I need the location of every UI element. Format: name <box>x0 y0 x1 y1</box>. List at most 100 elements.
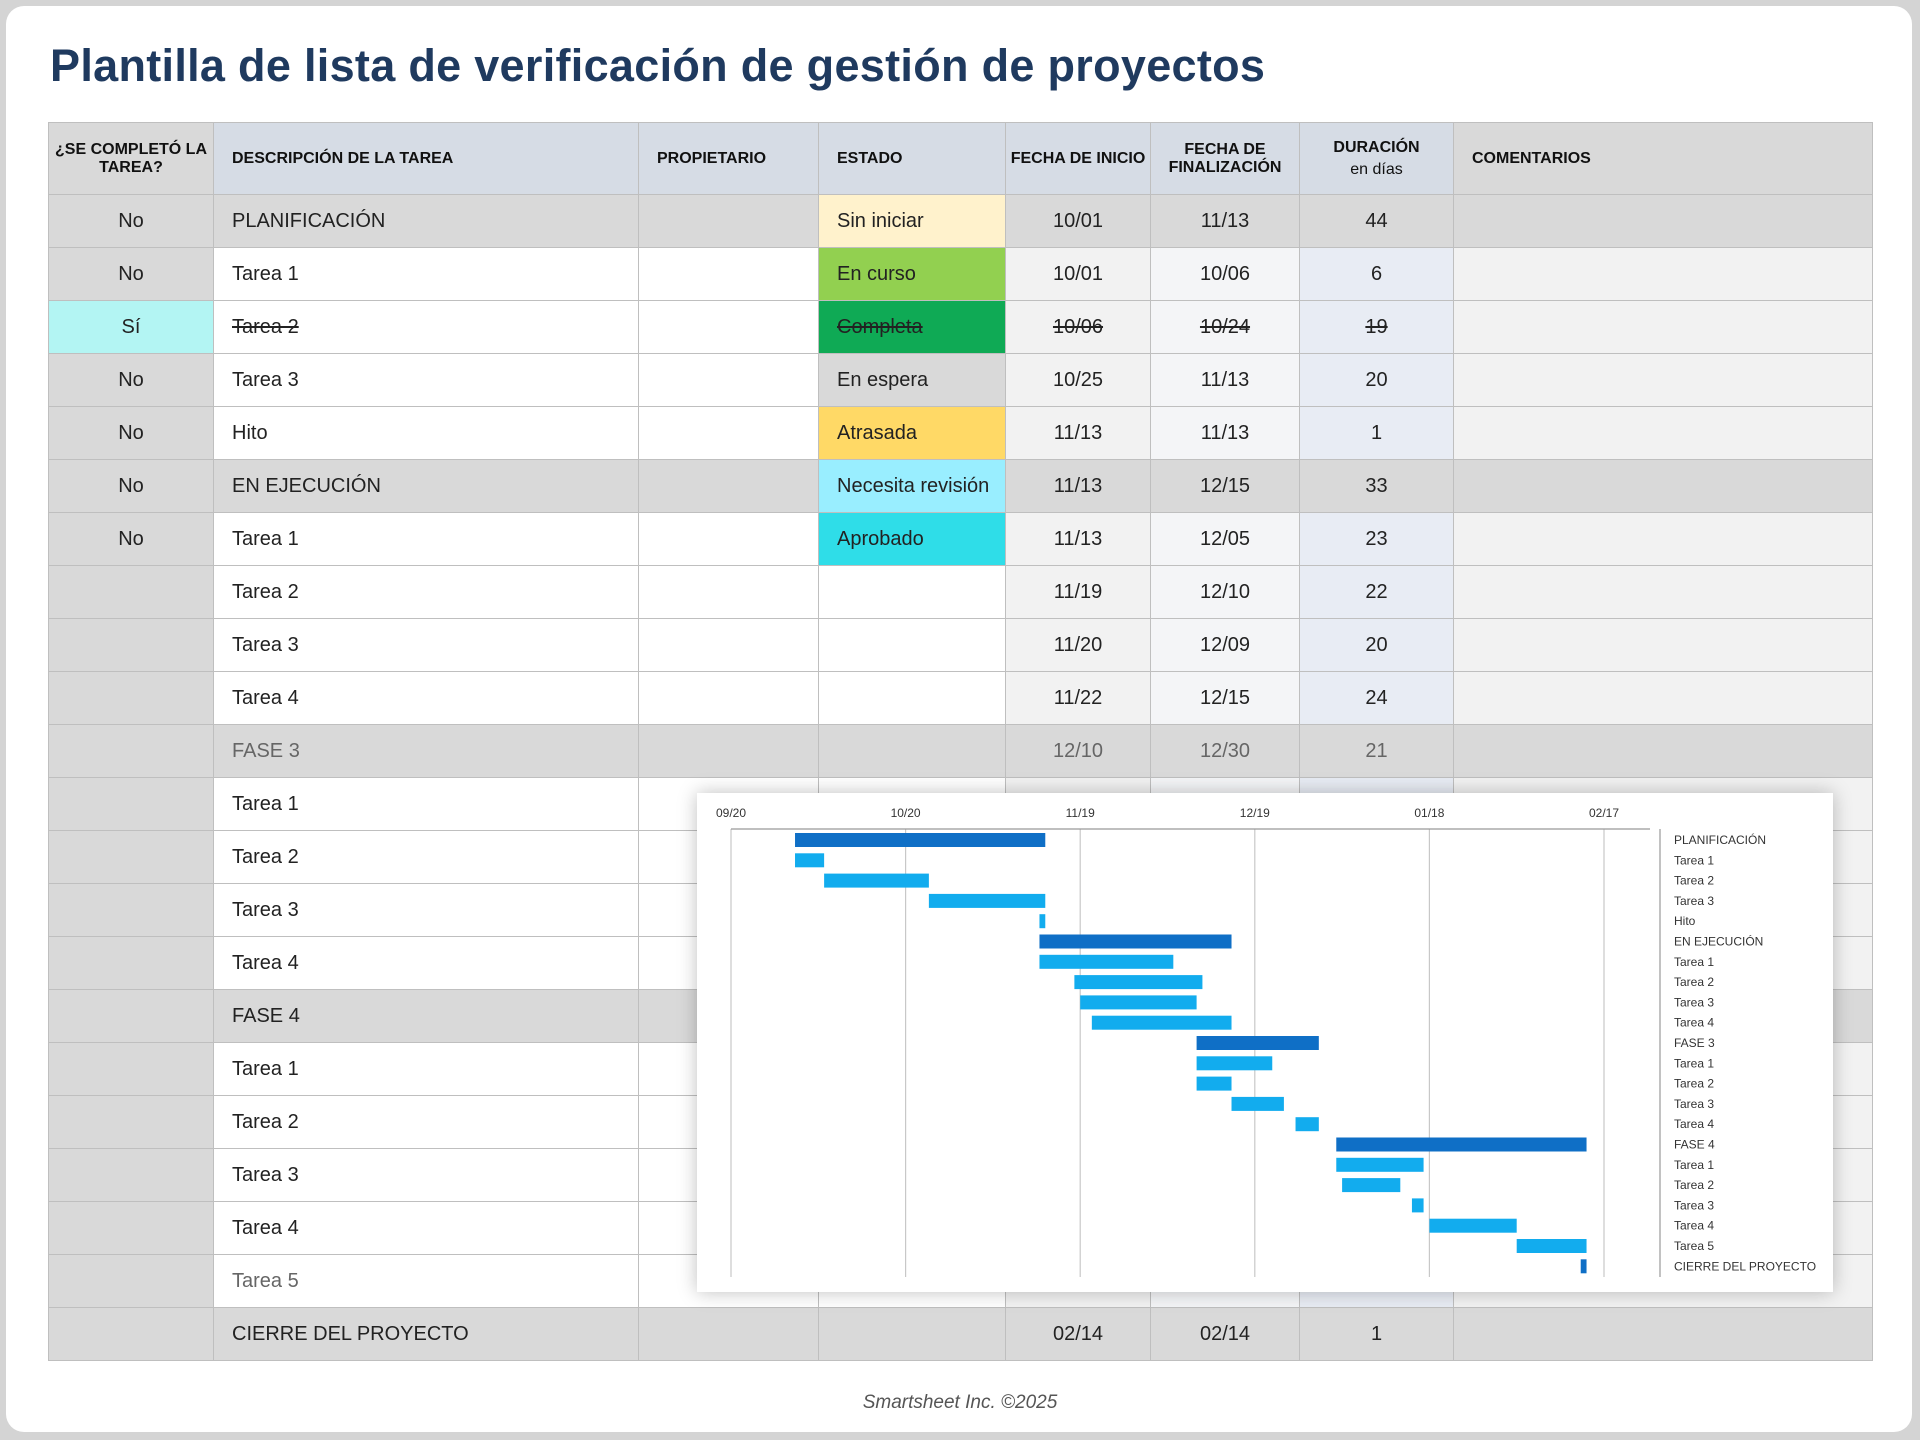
status-cell[interactable] <box>818 724 1006 778</box>
description-cell[interactable]: Tarea 2 <box>213 565 639 619</box>
owner-cell[interactable] <box>638 300 819 354</box>
start-date-cell[interactable]: 10/01 <box>1005 194 1151 248</box>
end-date-cell[interactable]: 10/06 <box>1150 247 1300 301</box>
description-cell[interactable]: Tarea 4 <box>213 671 639 725</box>
completed-cell[interactable] <box>48 777 214 831</box>
owner-cell[interactable] <box>638 618 819 672</box>
end-date-cell[interactable]: 12/15 <box>1150 671 1300 725</box>
completed-cell[interactable]: Sí <box>48 300 214 354</box>
completed-cell[interactable] <box>48 830 214 884</box>
duration-cell[interactable]: 44 <box>1299 194 1454 248</box>
description-cell[interactable]: Tarea 3 <box>213 883 639 937</box>
status-cell[interactable]: Completa <box>818 300 1006 354</box>
description-cell[interactable]: Tarea 2 <box>213 300 639 354</box>
comments-cell[interactable] <box>1453 300 1873 354</box>
duration-cell[interactable]: 33 <box>1299 459 1454 513</box>
status-cell[interactable]: En espera <box>818 353 1006 407</box>
end-date-cell[interactable]: 10/24 <box>1150 300 1300 354</box>
start-date-cell[interactable]: 11/20 <box>1005 618 1151 672</box>
end-date-cell[interactable]: 11/13 <box>1150 406 1300 460</box>
description-cell[interactable]: Tarea 1 <box>213 777 639 831</box>
status-cell[interactable] <box>818 565 1006 619</box>
completed-cell[interactable] <box>48 618 214 672</box>
status-cell[interactable] <box>818 618 1006 672</box>
completed-cell[interactable] <box>48 1254 214 1308</box>
comments-cell[interactable] <box>1453 671 1873 725</box>
description-cell[interactable]: Tarea 2 <box>213 1095 639 1149</box>
completed-cell[interactable] <box>48 1201 214 1255</box>
end-date-cell[interactable]: 11/13 <box>1150 353 1300 407</box>
duration-cell[interactable]: 19 <box>1299 300 1454 354</box>
end-date-cell[interactable]: 12/09 <box>1150 618 1300 672</box>
comments-cell[interactable] <box>1453 618 1873 672</box>
completed-cell[interactable] <box>48 1095 214 1149</box>
description-cell[interactable]: Tarea 1 <box>213 1042 639 1096</box>
start-date-cell[interactable]: 02/14 <box>1005 1307 1151 1361</box>
end-date-cell[interactable]: 12/30 <box>1150 724 1300 778</box>
owner-cell[interactable] <box>638 247 819 301</box>
description-cell[interactable]: Tarea 1 <box>213 512 639 566</box>
duration-cell[interactable]: 20 <box>1299 353 1454 407</box>
status-cell[interactable]: Sin iniciar <box>818 194 1006 248</box>
completed-cell[interactable] <box>48 1042 214 1096</box>
completed-cell[interactable]: No <box>48 353 214 407</box>
owner-cell[interactable] <box>638 406 819 460</box>
description-cell[interactable]: Tarea 3 <box>213 1148 639 1202</box>
status-cell[interactable] <box>818 671 1006 725</box>
owner-cell[interactable] <box>638 353 819 407</box>
duration-cell[interactable]: 20 <box>1299 618 1454 672</box>
description-cell[interactable]: Hito <box>213 406 639 460</box>
completed-cell[interactable]: No <box>48 194 214 248</box>
end-date-cell[interactable]: 12/15 <box>1150 459 1300 513</box>
duration-cell[interactable]: 22 <box>1299 565 1454 619</box>
start-date-cell[interactable]: 11/13 <box>1005 512 1151 566</box>
status-cell[interactable]: Aprobado <box>818 512 1006 566</box>
start-date-cell[interactable]: 10/01 <box>1005 247 1151 301</box>
duration-cell[interactable]: 1 <box>1299 406 1454 460</box>
end-date-cell[interactable]: 12/10 <box>1150 565 1300 619</box>
description-cell[interactable]: Tarea 2 <box>213 830 639 884</box>
comments-cell[interactable] <box>1453 724 1873 778</box>
completed-cell[interactable]: No <box>48 406 214 460</box>
completed-cell[interactable] <box>48 1307 214 1361</box>
description-cell[interactable]: PLANIFICACIÓN <box>213 194 639 248</box>
comments-cell[interactable] <box>1453 1307 1873 1361</box>
start-date-cell[interactable]: 11/13 <box>1005 459 1151 513</box>
owner-cell[interactable] <box>638 565 819 619</box>
comments-cell[interactable] <box>1453 512 1873 566</box>
comments-cell[interactable] <box>1453 353 1873 407</box>
end-date-cell[interactable]: 12/05 <box>1150 512 1300 566</box>
status-cell[interactable]: Atrasada <box>818 406 1006 460</box>
description-cell[interactable]: Tarea 4 <box>213 936 639 990</box>
description-cell[interactable]: CIERRE DEL PROYECTO <box>213 1307 639 1361</box>
duration-cell[interactable]: 21 <box>1299 724 1454 778</box>
comments-cell[interactable] <box>1453 194 1873 248</box>
completed-cell[interactable] <box>48 565 214 619</box>
duration-cell[interactable]: 6 <box>1299 247 1454 301</box>
comments-cell[interactable] <box>1453 565 1873 619</box>
end-date-cell[interactable]: 11/13 <box>1150 194 1300 248</box>
duration-cell[interactable]: 23 <box>1299 512 1454 566</box>
start-date-cell[interactable]: 11/19 <box>1005 565 1151 619</box>
owner-cell[interactable] <box>638 512 819 566</box>
completed-cell[interactable]: No <box>48 512 214 566</box>
completed-cell[interactable] <box>48 1148 214 1202</box>
duration-cell[interactable]: 1 <box>1299 1307 1454 1361</box>
description-cell[interactable]: Tarea 4 <box>213 1201 639 1255</box>
owner-cell[interactable] <box>638 671 819 725</box>
owner-cell[interactable] <box>638 459 819 513</box>
completed-cell[interactable] <box>48 989 214 1043</box>
description-cell[interactable]: Tarea 1 <box>213 247 639 301</box>
completed-cell[interactable] <box>48 936 214 990</box>
description-cell[interactable]: FASE 4 <box>213 989 639 1043</box>
description-cell[interactable]: Tarea 5 <box>213 1254 639 1308</box>
status-cell[interactable] <box>818 1307 1006 1361</box>
completed-cell[interactable] <box>48 724 214 778</box>
start-date-cell[interactable]: 10/25 <box>1005 353 1151 407</box>
owner-cell[interactable] <box>638 194 819 248</box>
comments-cell[interactable] <box>1453 247 1873 301</box>
status-cell[interactable]: Necesita revisión <box>818 459 1006 513</box>
description-cell[interactable]: EN EJECUCIÓN <box>213 459 639 513</box>
comments-cell[interactable] <box>1453 406 1873 460</box>
start-date-cell[interactable]: 11/22 <box>1005 671 1151 725</box>
